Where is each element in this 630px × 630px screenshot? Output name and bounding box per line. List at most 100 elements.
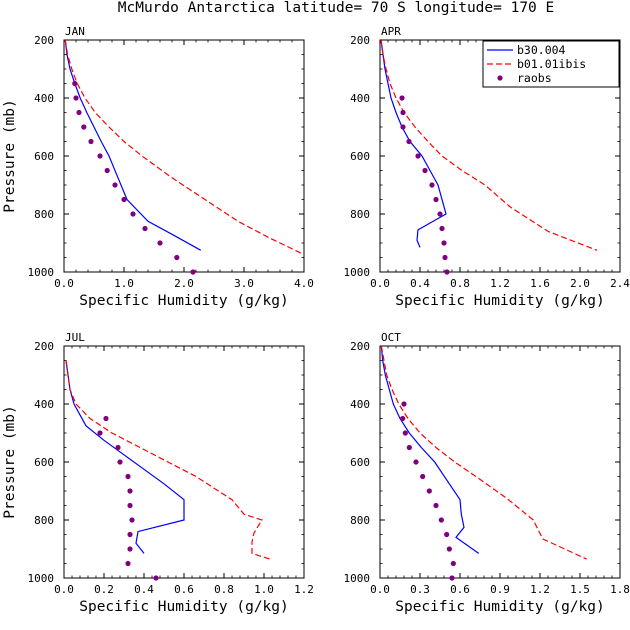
series-line-b01-01ibis <box>65 360 271 560</box>
raobs-point <box>127 546 133 552</box>
y-axis-label: Pressure (mb) <box>2 99 18 213</box>
raobs-point <box>130 211 136 217</box>
x-tick-label: 0.8 <box>214 583 234 596</box>
raobs-point <box>97 153 103 159</box>
raobs-point <box>433 196 439 203</box>
x-axis-label: Specific Humidity (g/kg) <box>395 599 605 615</box>
x-tick-label: 1.0 <box>254 583 274 596</box>
raobs-point <box>415 153 421 159</box>
panel-month-label: OCT <box>381 331 401 344</box>
panel-month-label: APR <box>381 25 401 38</box>
series-line-b01-01ibis <box>64 39 302 254</box>
x-tick-label: 0.4 <box>134 583 154 596</box>
series-line-b01-01ibis <box>380 345 587 560</box>
raobs-point <box>406 138 412 145</box>
raobs-point <box>157 240 163 246</box>
legend-label-raobs: raobs <box>517 71 552 85</box>
raobs-point <box>399 95 405 101</box>
panel-month-label: JAN <box>65 25 85 38</box>
raobs-point <box>441 240 447 246</box>
y-axis-label: Pressure (mb) <box>2 405 18 519</box>
raobs-point <box>420 473 426 480</box>
y-tick-label: 200 <box>350 34 370 47</box>
x-tick-label: 2.0 <box>570 277 590 290</box>
raobs-point <box>433 502 439 509</box>
raobs-point <box>438 517 444 523</box>
y-tick-label: 800 <box>350 514 370 527</box>
raobs-point <box>88 138 94 145</box>
y-tick-label: 400 <box>350 398 370 411</box>
x-tick-label: 0.0 <box>370 277 390 290</box>
raobs-point <box>127 531 133 538</box>
raobs-point <box>142 225 148 232</box>
raobs-point <box>76 109 82 116</box>
raobs-point <box>400 124 406 130</box>
y-tick-label: 400 <box>350 92 370 105</box>
plot-frame <box>63 345 305 579</box>
raobs-point <box>450 560 456 567</box>
panel-oct: 0.0 0.3 0.6 0.9 1.2 1.5 1.8 200 400 600 800 1000 OCT… <box>344 331 630 615</box>
panel-jan: 0.0 1.0 2.0 3.0 4.0 200 400 600 800 1000 JAN Specif… <box>2 25 314 309</box>
x-tick-label: 0.0 <box>370 583 390 596</box>
raobs-point <box>73 95 79 101</box>
x-tick-label: 1.0 <box>114 277 134 290</box>
x-tick-label: 1.2 <box>490 277 510 290</box>
raobs-point <box>174 254 180 261</box>
raobs-point <box>426 488 432 494</box>
y-tick-label: 600 <box>34 150 54 163</box>
y-tick-label: 200 <box>34 340 54 353</box>
raobs-point <box>125 473 131 480</box>
legend-label-b30-004: b30.004 <box>517 43 566 57</box>
raobs-point <box>413 459 419 465</box>
x-axis-label: Specific Humidity (g/kg) <box>79 293 289 309</box>
raobs-point <box>401 401 407 407</box>
panel-month-label: JUL <box>65 331 85 344</box>
y-tick-label: 800 <box>34 514 54 527</box>
x-tick-label: 0.2 <box>94 583 114 596</box>
raobs-point <box>400 415 406 422</box>
y-tick-label: 1000 <box>28 266 55 279</box>
y-tick-label: 1000 <box>344 266 371 279</box>
x-tick-label: 0.0 <box>54 583 74 596</box>
series-line-b30-004 <box>65 360 185 554</box>
x-tick-label: 0.6 <box>450 583 470 596</box>
x-tick-label: 1.6 <box>530 277 550 290</box>
raobs-point <box>112 182 118 188</box>
y-tick-label: 400 <box>34 398 54 411</box>
series-line-b30-004 <box>64 39 202 251</box>
panel-apr: 0.0 0.4 0.8 1.2 1.6 2.0 2.4 200 400 600 800 1000 APR… <box>344 25 630 309</box>
x-tick-label: 0.6 <box>174 583 194 596</box>
raobs-point <box>444 269 450 275</box>
raobs-point <box>190 269 196 275</box>
series-line-b30-004 <box>380 345 480 554</box>
legend-marker-raobs <box>497 75 503 81</box>
raobs-point <box>127 502 133 509</box>
raobs-point <box>153 575 159 581</box>
raobs-point <box>117 459 123 465</box>
raobs-point <box>406 444 412 451</box>
raobs-point <box>402 430 408 436</box>
raobs-point <box>400 109 406 116</box>
x-tick-label: 1.2 <box>294 583 314 596</box>
raobs-point <box>429 182 435 188</box>
series-line-b30-004 <box>380 39 447 248</box>
raobs-point <box>446 546 452 552</box>
raobs-point <box>125 560 131 567</box>
x-tick-label: 1.2 <box>530 583 550 596</box>
raobs-point <box>121 196 127 203</box>
y-tick-label: 400 <box>34 92 54 105</box>
x-axis-label: Specific Humidity (g/kg) <box>395 293 605 309</box>
raobs-point <box>442 254 448 261</box>
y-tick-label: 600 <box>34 456 54 469</box>
y-tick-label: 200 <box>34 34 54 47</box>
x-tick-label: 2.0 <box>174 277 194 290</box>
y-tick-label: 1000 <box>344 572 371 585</box>
y-tick-label: 200 <box>350 340 370 353</box>
y-tick-label: 1000 <box>28 572 55 585</box>
raobs-point <box>127 488 133 494</box>
raobs-point <box>72 80 78 87</box>
x-tick-label: 2.4 <box>610 277 630 290</box>
raobs-point <box>437 211 443 217</box>
x-tick-label: 0.9 <box>490 583 510 596</box>
